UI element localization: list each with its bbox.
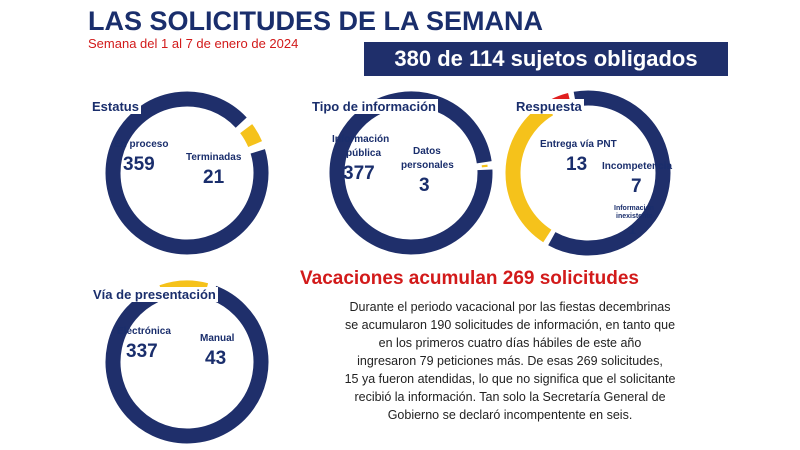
ring-slice-info-publica bbox=[329, 91, 493, 255]
total-banner: 380 de 114 sujetos obligados bbox=[364, 42, 728, 76]
label-datos-personales-2: personales bbox=[401, 160, 454, 171]
article-line: en los primeros cuatro días hábiles de e… bbox=[378, 336, 642, 350]
article-line: 15 ya fueron atendidas, lo que no signif… bbox=[344, 372, 676, 386]
label-info-publica-2: pública bbox=[346, 148, 382, 159]
article-line: recibió la información. Tan solo la Secr… bbox=[354, 390, 666, 404]
label-en-proceso: En proceso bbox=[114, 139, 169, 150]
value-incompetencia: 7 bbox=[631, 176, 642, 197]
article-line: ingresaron 79 peticiones más. De esas 26… bbox=[357, 354, 663, 368]
article-headline: Vacaciones acumulan 269 solicitudes bbox=[300, 268, 639, 289]
label-electronica: Electrónica bbox=[117, 326, 171, 337]
chart-title-respuesta: Respuesta bbox=[514, 99, 584, 114]
label-inexistente-1: Información bbox=[614, 205, 655, 212]
ring-slice-terminadas bbox=[240, 124, 263, 148]
value-inexistente: 1 bbox=[629, 223, 636, 237]
value-terminadas: 21 bbox=[203, 167, 225, 188]
value-manual: 43 bbox=[205, 348, 227, 369]
value-info-publica: 377 bbox=[343, 163, 375, 184]
page-title: LAS SOLICITUDES DE LA SEMANA bbox=[88, 6, 544, 36]
week-subtitle: Semana del 1 al 7 de enero de 2024 bbox=[88, 36, 299, 51]
article-line: Durante el periodo vacacional por las fi… bbox=[349, 300, 671, 314]
chart-title-tipo: Tipo de información bbox=[310, 99, 438, 114]
article-line: se acumularon 190 solicitudes de informa… bbox=[344, 318, 676, 332]
ring-slice-incompetencia bbox=[505, 102, 554, 243]
ring-slice-entrega-pnt bbox=[548, 90, 671, 256]
label-inexistente-2: inexistente bbox=[616, 213, 653, 220]
chart-title-via: Vía de presentación bbox=[91, 287, 218, 302]
article-body: Durante el periodo vacacional por las fi… bbox=[305, 298, 715, 424]
label-terminadas: Terminadas bbox=[186, 152, 242, 163]
value-en-proceso: 359 bbox=[123, 154, 155, 175]
value-electronica: 337 bbox=[126, 341, 158, 362]
label-manual: Manual bbox=[200, 333, 235, 344]
article-line: Gobierno se declaró incompentente en sei… bbox=[387, 408, 633, 422]
label-info-publica-1: Información bbox=[332, 134, 390, 145]
label-entrega-pnt: Entrega vía PNT bbox=[540, 139, 617, 150]
label-datos-personales-1: Datos bbox=[413, 146, 441, 157]
value-datos-personales: 3 bbox=[419, 175, 430, 196]
ring-slice-en-proceso bbox=[105, 91, 269, 255]
label-incompetencia: Incompetencia bbox=[602, 161, 673, 172]
chart-title-estatus: Estatus bbox=[90, 99, 141, 114]
value-entrega-pnt: 13 bbox=[566, 154, 588, 175]
ring-slice-electronica bbox=[105, 285, 269, 444]
